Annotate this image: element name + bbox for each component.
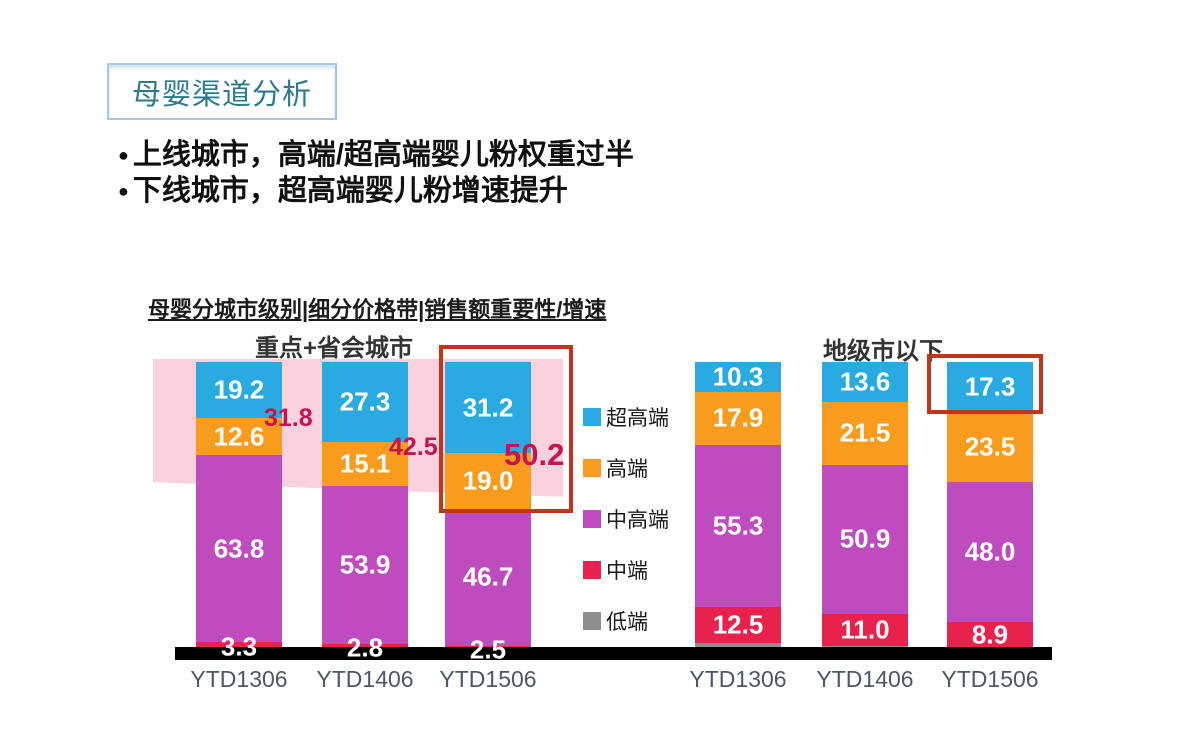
group-title-left: 重点+省会城市 <box>255 335 414 362</box>
bullet-icon: ● <box>118 145 129 165</box>
segment-超高端: 10.3 <box>695 362 781 393</box>
segment-高端: 17.9 <box>695 392 781 445</box>
segment-value-label: 17.3 <box>964 371 1016 402</box>
segment-value-label: 10.3 <box>712 361 764 392</box>
legend-item-超高端: 超高端 <box>583 402 669 432</box>
legend-item-高端: 高端 <box>583 453 648 483</box>
legend-label: 中端 <box>606 560 648 583</box>
highlight-box-right-chart <box>927 354 1043 414</box>
segment-value-label: 19.2 <box>213 374 265 405</box>
premium-share-annotation: 42.5 <box>389 433 438 461</box>
segment-value-label: 31.2 <box>462 392 514 423</box>
segment-value-label: 27.3 <box>339 386 391 417</box>
slide-title-box: 母婴渠道分析 <box>107 63 337 120</box>
segment-高端: 21.5 <box>822 401 908 465</box>
slide-title: 母婴渠道分析 <box>131 78 312 111</box>
stacked-bar-重点+省会城市-YTD1506: 31.2 19.0 46.7 2.5 <box>445 362 531 664</box>
segment-value-label: 8.9 <box>971 619 1009 650</box>
segment-高端: 12.6 <box>196 418 282 456</box>
x-axis-label: YTD1306 <box>689 666 787 692</box>
segment-中端: 11.0 <box>822 613 908 647</box>
legend-swatch-icon <box>583 612 601 630</box>
segment-value-label: 3.3 <box>220 631 258 662</box>
segment-超高端: 27.3 <box>322 362 408 442</box>
legend-label: 中高端 <box>606 509 669 532</box>
x-axis-label: YTD1506 <box>941 666 1039 692</box>
stacked-bar-地级市以下-YTD1306: 10.3 17.9 55.3 12.5 <box>695 362 781 655</box>
segment-value-label: 63.8 <box>213 533 265 564</box>
segment-中高端: 55.3 <box>695 444 781 607</box>
segment-value-label: 23.5 <box>964 431 1016 462</box>
legend-swatch-icon <box>583 561 601 579</box>
bullet-text: 上线城市，高端/超高端婴儿粉权重过半 <box>132 139 634 171</box>
premium-share-annotation: 50.2 <box>504 437 565 472</box>
stacked-bar-重点+省会城市-YTD1406: 27.3 15.1 53.9 2.8 <box>322 362 408 663</box>
segment-高端: 15.1 <box>322 441 408 487</box>
segment-中端: 2.8 <box>322 633 408 663</box>
highlight-box-left-chart <box>439 345 573 513</box>
segment-超高端: 13.6 <box>822 362 908 402</box>
segment-value-label: 13.6 <box>839 366 891 397</box>
premium-share-annotation: 31.8 <box>264 404 313 432</box>
segment-value-label: 2.8 <box>346 632 384 663</box>
segment-中端: 8.9 <box>947 620 1033 650</box>
segment-value-label: 46.7 <box>462 561 514 592</box>
legend-swatch-icon <box>583 459 601 477</box>
segment-中高端: 46.7 <box>445 509 531 646</box>
segment-高端: 19.0 <box>445 453 531 510</box>
segment-value-label: 12.5 <box>712 609 764 640</box>
x-axis-bar <box>175 647 1052 660</box>
x-axis-label: YTD1406 <box>816 666 914 692</box>
segment-value-label: 19.0 <box>462 465 514 496</box>
group-title-right: 地级市以下 <box>823 338 943 365</box>
segment-高端: 23.5 <box>947 412 1033 482</box>
bullet-icon: ● <box>118 181 129 201</box>
legend-swatch-icon <box>583 510 601 528</box>
x-axis-label: YTD1306 <box>190 666 288 692</box>
segment-value-label: 15.1 <box>339 448 391 479</box>
segment-超高端: 19.2 <box>196 362 282 419</box>
segment-value-label: 50.9 <box>839 523 891 554</box>
legend-swatch-icon <box>583 408 601 426</box>
segment-value-label: 21.5 <box>839 417 891 448</box>
segment-value-label: 55.3 <box>712 510 764 541</box>
legend-item-低端: 低端 <box>583 606 648 636</box>
chart-title: 母婴分城市级别|细分价格带|销售额重要性/增速 <box>148 297 607 322</box>
segment-value-label: 2.5 <box>469 634 507 665</box>
legend-label: 低端 <box>606 611 648 634</box>
legend-item-中端: 中端 <box>583 555 648 585</box>
bullet-list: ● 上线城市，高端/超高端婴儿粉权重过半 ● 下线城市，超高端婴儿粉增速提升 <box>118 137 838 209</box>
segment-中高端: 50.9 <box>822 464 908 614</box>
bullet-text: 下线城市，超高端婴儿粉增速提升 <box>132 175 568 207</box>
legend-item-中高端: 中高端 <box>583 504 669 534</box>
segment-value-label: 48.0 <box>964 536 1016 567</box>
stacked-bar-重点+省会城市-YTD1306: 19.2 12.6 63.8 3.3 <box>196 362 282 661</box>
segment-超高端: 31.2 <box>445 362 531 454</box>
stacked-bar-地级市以下-YTD1406: 13.6 21.5 50.9 11.0 <box>822 362 908 655</box>
x-axis-label: YTD1406 <box>316 666 414 692</box>
segment-中端: 12.5 <box>695 606 781 644</box>
segment-value-label: 11.0 <box>840 614 890 645</box>
bullet-item: ● 上线城市，高端/超高端婴儿粉权重过半 <box>118 137 838 173</box>
segment-value-label: 53.9 <box>339 549 391 580</box>
segment-value-label: 12.6 <box>213 421 265 452</box>
x-axis-label: YTD1506 <box>439 666 537 692</box>
segment-中高端: 63.8 <box>196 455 282 643</box>
legend-label: 高端 <box>606 458 648 481</box>
segment-中高端: 48.0 <box>947 481 1033 623</box>
legend-label: 超高端 <box>606 407 669 430</box>
segment-中高端: 53.9 <box>322 486 408 645</box>
segment-value-label: 17.9 <box>712 402 764 433</box>
segment-中端: 3.3 <box>196 631 282 661</box>
segment-超高端: 17.3 <box>947 362 1033 413</box>
segment-中端: 2.5 <box>445 634 531 664</box>
bullet-item: ● 下线城市，超高端婴儿粉增速提升 <box>118 173 838 209</box>
